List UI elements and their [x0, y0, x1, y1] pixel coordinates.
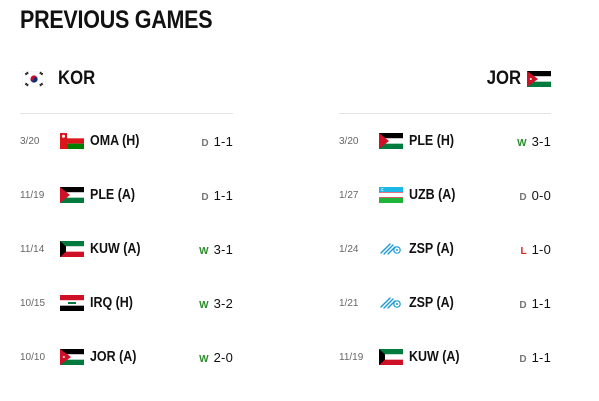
- game-row[interactable]: 1/21 ZSP (A) D 1-1: [339, 291, 551, 315]
- jor-flag-icon: [60, 349, 84, 365]
- game-score: 3-2: [213, 295, 233, 311]
- game-row[interactable]: 3/20 PLE (H) W 3-1: [339, 129, 551, 153]
- jor-flag-icon: [527, 71, 551, 87]
- game-date: 11/14: [20, 243, 45, 255]
- zsp-logo-icon: [379, 241, 403, 257]
- page-title: PREVIOUS GAMES: [20, 6, 213, 34]
- game-result: D 1-1: [201, 134, 233, 149]
- away-divider: [339, 113, 551, 114]
- ple-flag-icon: [60, 187, 84, 203]
- game-row[interactable]: 10/10 JOR (A) W 2-0: [20, 345, 233, 369]
- zsp-logo-icon: [379, 295, 403, 311]
- game-score: 1-1: [213, 133, 233, 149]
- opponent-label: UZB (A): [409, 187, 456, 203]
- result-letter: W: [199, 353, 209, 365]
- game-date: 10/15: [20, 297, 46, 309]
- game-result: L 1-0: [521, 242, 552, 257]
- game-score: 1-0: [531, 241, 551, 257]
- game-row[interactable]: 11/14 KUW (A) W 3-1: [20, 237, 233, 261]
- game-result: W 3-1: [517, 134, 551, 149]
- result-letter: W: [199, 299, 209, 311]
- game-result: D 0-0: [519, 188, 551, 203]
- result-letter: W: [199, 245, 209, 257]
- game-date: 1/27: [339, 189, 359, 201]
- game-score: 2-0: [213, 349, 233, 365]
- game-row[interactable]: 11/19 PLE (A) D 1-1: [20, 183, 233, 207]
- game-result: D 1-1: [519, 350, 551, 365]
- game-result: W 3-2: [199, 296, 233, 311]
- result-letter: D: [519, 299, 527, 311]
- game-row[interactable]: 3/20 OMA (H) D 1-1: [20, 129, 233, 153]
- opponent-label: KUW (A): [90, 241, 141, 257]
- game-date: 11/19: [20, 189, 45, 201]
- game-row[interactable]: 11/19 KUW (A) D 1-1: [339, 345, 551, 369]
- game-result: W 3-1: [199, 242, 233, 257]
- game-row[interactable]: 1/24 ZSP (A) L 1-0: [339, 237, 551, 261]
- result-letter: D: [519, 353, 527, 365]
- game-score: 3-1: [213, 241, 233, 257]
- oma-flag-icon: [60, 133, 84, 149]
- game-date: 10/10: [20, 351, 46, 363]
- game-date: 1/24: [339, 243, 359, 255]
- home-team-code: KOR: [58, 68, 96, 89]
- opponent-label: ZSP (A): [409, 295, 454, 311]
- opponent-label: OMA (H): [90, 133, 140, 149]
- game-date: 3/20: [339, 135, 359, 147]
- opponent-label: IRQ (H): [90, 295, 133, 311]
- opponent-label: ZSP (A): [409, 241, 454, 257]
- kuw-flag-icon: [379, 349, 403, 365]
- opponent-label: JOR (A): [90, 349, 137, 365]
- game-score: 3-1: [531, 133, 551, 149]
- away-team-code: JOR: [486, 68, 521, 89]
- game-row[interactable]: 10/15 IRQ (H) W 3-2: [20, 291, 233, 315]
- opponent-label: PLE (A): [90, 187, 136, 203]
- result-letter: D: [519, 191, 527, 203]
- home-team-header[interactable]: KOR: [22, 66, 100, 92]
- game-date: 1/21: [339, 297, 359, 309]
- game-score: 1-1: [531, 295, 551, 311]
- irq-flag-icon: [60, 295, 84, 311]
- game-score: 1-1: [213, 187, 233, 203]
- game-row[interactable]: 1/27 UZB (A) D 0-0: [339, 183, 551, 207]
- kuw-flag-icon: [60, 241, 84, 257]
- uzb-flag-icon: [379, 187, 403, 203]
- game-result: D 1-1: [201, 188, 233, 203]
- result-letter: L: [520, 245, 527, 257]
- ple-flag-icon: [379, 133, 403, 149]
- game-result: D 1-1: [519, 296, 551, 311]
- game-score: 1-1: [531, 349, 551, 365]
- result-letter: D: [201, 137, 209, 149]
- game-date: 3/20: [20, 135, 40, 147]
- result-letter: W: [517, 137, 527, 149]
- game-score: 0-0: [531, 187, 551, 203]
- result-letter: D: [201, 191, 209, 203]
- kor-flag-icon: [22, 71, 46, 87]
- opponent-label: PLE (H): [409, 133, 455, 149]
- away-team-header[interactable]: JOR: [482, 66, 551, 92]
- game-date: 11/19: [339, 351, 364, 363]
- game-result: W 2-0: [199, 350, 233, 365]
- opponent-label: KUW (A): [409, 349, 460, 365]
- home-divider: [20, 113, 233, 114]
